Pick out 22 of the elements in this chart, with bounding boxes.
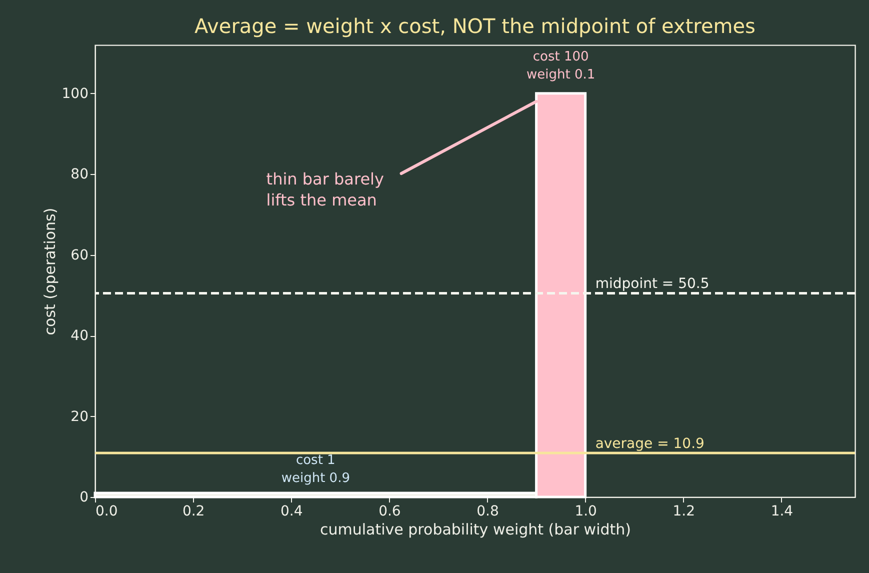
x-tick-label: 0.8 <box>476 504 499 520</box>
x-tick-label: 1.4 <box>770 504 794 520</box>
annotation: cost 100 weight 0.1 <box>526 49 596 82</box>
x-axis-title: cumulative probability weight (bar width) <box>320 520 631 538</box>
ref-line-label: average = 10.9 <box>595 436 704 452</box>
y-tick-label: 80 <box>70 166 88 183</box>
annotation: cost 1 weight 0.9 <box>281 452 350 486</box>
y-tick-label: 40 <box>70 328 88 344</box>
x-tick-label: 0.4 <box>280 504 303 520</box>
y-tick-label: 0 <box>80 490 88 506</box>
ref-line-label: midpoint = 50.5 <box>595 276 710 292</box>
x-tick-label: 0.2 <box>182 504 205 520</box>
x-tick-label: 0.0 <box>96 504 118 520</box>
y-tick-label: 100 <box>62 86 88 102</box>
annotation: thin bar barely lifts the mean <box>266 170 384 210</box>
chart-title: Average = weight x cost, NOT the midpoint of extremes <box>194 14 756 38</box>
x-tick-label: 1.2 <box>672 504 696 520</box>
y-tick-label: 20 <box>70 408 88 425</box>
y-tick-label: 60 <box>70 247 88 264</box>
x-tick-label: 1.0 <box>574 504 597 520</box>
y-axis-title: cost (operations) <box>40 208 59 336</box>
x-tick-label: 0.6 <box>378 504 401 520</box>
